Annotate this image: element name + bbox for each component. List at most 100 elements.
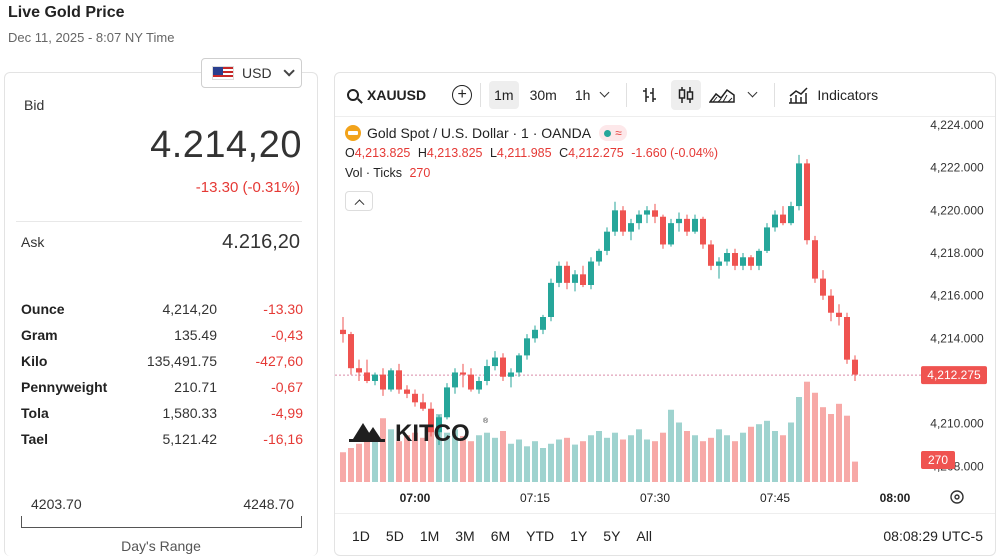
chart-clock[interactable]: 08:08:29 UTC-5 (883, 527, 983, 544)
settings-icon[interactable] (950, 490, 964, 504)
range-5d-button[interactable]: 5D (385, 527, 404, 544)
volume-bar (564, 437, 570, 482)
range-5y-button[interactable]: 5Y (603, 527, 621, 544)
interval-1h-button[interactable]: 1h (574, 86, 591, 103)
market-status-badge[interactable]: ≈ (599, 125, 627, 141)
low-value: 4,211.985 (496, 146, 552, 160)
time-tick-label: 07:15 (520, 491, 550, 505)
last-price-label: 4,212.275 (927, 368, 981, 382)
volume-bar (340, 452, 346, 482)
candle (420, 402, 426, 409)
volume-bar (764, 420, 770, 482)
volume-bar (844, 415, 850, 482)
candle (676, 218, 682, 224)
volume-bar (788, 422, 794, 482)
volume-bar (436, 414, 442, 482)
volume-label: Vol · Ticks (345, 166, 402, 180)
volume-bar (676, 422, 682, 482)
candle (692, 218, 698, 232)
volume-bar (460, 436, 466, 482)
range-1y-button[interactable]: 1Y (570, 527, 588, 544)
candle (764, 227, 770, 251)
range-ytd-button[interactable]: YTD (526, 527, 555, 544)
compare-add-button[interactable]: + (452, 84, 473, 105)
volume-bar (412, 432, 418, 482)
range-all-button[interactable]: All (636, 527, 652, 544)
price-tick-label: 4,224.000 (930, 118, 984, 132)
candle (508, 372, 514, 377)
interval-dropdown-icon[interactable] (599, 87, 610, 98)
volume-bar (532, 441, 538, 482)
unit-name: Tael (21, 431, 48, 447)
chart-toolbar: XAUUSD + 1m 30m 1h (335, 73, 995, 117)
close-value: 4,212.275 (568, 146, 624, 160)
volume-bar (524, 446, 530, 482)
time-tick-label: 07:45 (760, 491, 790, 505)
volume-bar (756, 424, 762, 482)
volume-bar (516, 439, 522, 482)
unit-change: -4,99 (271, 405, 303, 421)
collapse-legend-button[interactable] (345, 191, 373, 211)
indicators-button[interactable]: Indicators (787, 85, 878, 105)
chart-panel: XAUUSD + 1m 30m 1h (334, 72, 996, 556)
volume-bar (636, 429, 642, 482)
range-6m-button[interactable]: 6M (490, 527, 511, 544)
high-label: H (417, 146, 427, 160)
candle (780, 214, 786, 224)
volume-bar (772, 431, 778, 482)
unit-change: -0,67 (271, 379, 303, 395)
unit-row-tael: Tael 5,121.42 -16,16 (21, 428, 303, 454)
volume-bar (692, 435, 698, 482)
candle (596, 250, 602, 262)
ask-value: 4.216,20 (222, 231, 300, 253)
volume-bar (428, 431, 434, 482)
volume-bar (364, 435, 370, 482)
volume-bar (700, 441, 706, 482)
area-chart-type-button[interactable] (707, 80, 737, 110)
page-title: Live Gold Price (8, 4, 125, 21)
candles-chart-type-button[interactable] (671, 79, 702, 110)
candle (468, 374, 474, 390)
range-1d-button[interactable]: 1D (352, 527, 370, 544)
candle (388, 370, 394, 390)
volume-bar (492, 437, 498, 482)
candle (620, 210, 626, 232)
candle (404, 389, 410, 394)
candle (820, 278, 826, 296)
candle (532, 329, 538, 339)
candle (788, 206, 794, 224)
candle (612, 210, 618, 232)
interval-1m-button[interactable]: 1m (489, 80, 519, 109)
candle (756, 250, 762, 266)
symbol-search[interactable]: XAUUSD (347, 87, 426, 103)
candle (828, 295, 834, 313)
candle (628, 223, 634, 232)
last-price-badge (921, 366, 987, 385)
range-1m-button[interactable]: 1M (419, 527, 440, 544)
volume-bar (820, 407, 826, 482)
toolbar-divider (774, 82, 776, 107)
currency-select[interactable]: USD (201, 58, 302, 88)
candle (524, 338, 530, 356)
day-range-low: 4203.70 (31, 496, 82, 512)
price-tick-label: 4,210.000 (930, 417, 984, 431)
candle (700, 218, 706, 245)
unit-row-gram: Gram 135.49 -0,43 (21, 324, 303, 350)
candle (836, 312, 842, 317)
price-tick-label: 4,222.000 (930, 161, 984, 175)
volume-bar (724, 435, 730, 482)
candle (396, 370, 402, 390)
range-3m-button[interactable]: 3M (455, 527, 475, 544)
volume-bar (652, 441, 658, 482)
candle (444, 387, 450, 418)
candle (644, 210, 650, 215)
candle (348, 334, 354, 369)
volume-bar (452, 429, 458, 482)
candle (452, 372, 458, 388)
price-chart[interactable]: 4,224.000 4,222.000 4,220.000 4,218.000 4,21… (335, 117, 996, 513)
chart-type-dropdown-icon[interactable] (747, 87, 758, 98)
bar-chart-type-button[interactable] (635, 80, 665, 110)
volume-bar (356, 443, 362, 482)
interval-30m-button[interactable]: 30m (529, 86, 557, 103)
